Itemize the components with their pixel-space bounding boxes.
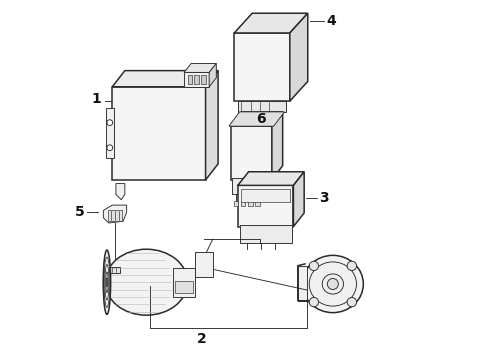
Polygon shape — [201, 75, 206, 84]
Polygon shape — [238, 172, 304, 185]
Polygon shape — [240, 225, 292, 243]
Polygon shape — [234, 33, 290, 101]
Polygon shape — [231, 126, 272, 180]
Polygon shape — [205, 71, 218, 180]
Text: 4: 4 — [326, 14, 336, 28]
Polygon shape — [255, 201, 260, 206]
Polygon shape — [248, 201, 252, 206]
Polygon shape — [242, 189, 290, 202]
Polygon shape — [173, 268, 195, 297]
Polygon shape — [238, 185, 294, 226]
Polygon shape — [195, 75, 199, 84]
Ellipse shape — [105, 249, 188, 315]
Circle shape — [347, 261, 357, 271]
Polygon shape — [112, 71, 218, 87]
Polygon shape — [184, 63, 216, 72]
Polygon shape — [290, 13, 308, 101]
Circle shape — [327, 279, 339, 289]
Text: 5: 5 — [75, 205, 85, 219]
Polygon shape — [272, 112, 283, 180]
Text: 1: 1 — [91, 92, 101, 106]
Polygon shape — [294, 172, 304, 226]
Polygon shape — [241, 201, 245, 206]
Polygon shape — [195, 252, 213, 277]
Polygon shape — [238, 101, 286, 112]
Circle shape — [309, 261, 318, 271]
Polygon shape — [229, 112, 285, 126]
Polygon shape — [106, 108, 114, 158]
Ellipse shape — [103, 250, 111, 314]
Ellipse shape — [309, 262, 357, 306]
Polygon shape — [175, 282, 193, 293]
Polygon shape — [110, 267, 120, 273]
Ellipse shape — [322, 274, 343, 294]
Circle shape — [107, 145, 113, 150]
Polygon shape — [184, 72, 209, 87]
Polygon shape — [231, 112, 283, 126]
Polygon shape — [232, 178, 270, 194]
Text: 2: 2 — [197, 332, 207, 346]
Polygon shape — [298, 266, 307, 301]
Polygon shape — [103, 205, 126, 223]
Text: 3: 3 — [319, 191, 329, 205]
Circle shape — [107, 120, 113, 126]
Polygon shape — [108, 210, 122, 221]
Polygon shape — [209, 63, 216, 87]
Polygon shape — [112, 87, 205, 180]
Polygon shape — [234, 201, 238, 206]
Polygon shape — [234, 13, 308, 33]
Ellipse shape — [302, 255, 364, 312]
Text: 6: 6 — [256, 112, 266, 126]
Circle shape — [347, 297, 357, 307]
Circle shape — [309, 297, 318, 307]
Polygon shape — [116, 184, 125, 200]
Polygon shape — [188, 75, 192, 84]
